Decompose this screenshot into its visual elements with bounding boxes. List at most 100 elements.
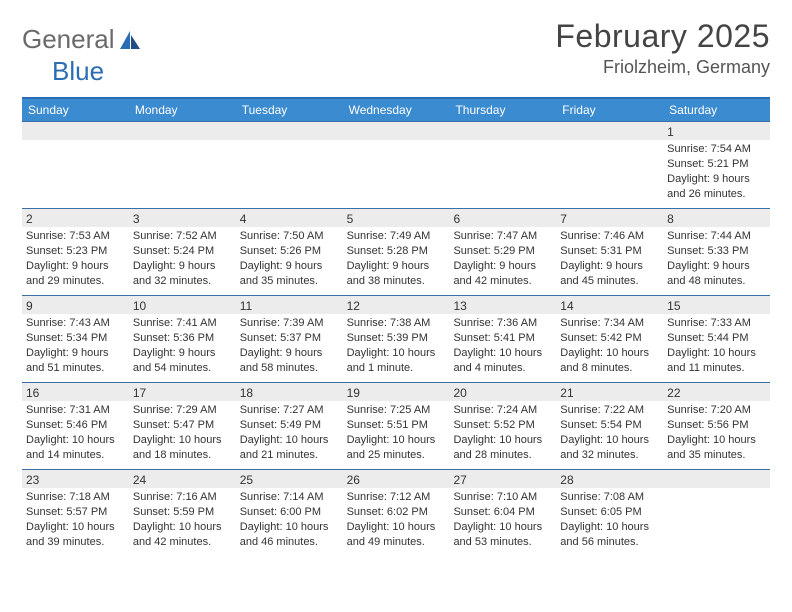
sunset: Sunset: 5:54 PM [560, 418, 659, 433]
sunset: Sunset: 5:23 PM [26, 244, 125, 259]
day-info: Sunrise: 7:31 AMSunset: 5:46 PMDaylight:… [26, 403, 125, 462]
sunset: Sunset: 5:26 PM [240, 244, 339, 259]
day-cell: 20Sunrise: 7:24 AMSunset: 5:52 PMDayligh… [449, 383, 556, 469]
day-number: 19 [343, 383, 450, 401]
weekday-thursday: Thursday [449, 99, 556, 121]
daylight: Daylight: 10 hours and 1 minute. [347, 346, 446, 376]
sunrise: Sunrise: 7:46 AM [560, 229, 659, 244]
day-info: Sunrise: 7:49 AMSunset: 5:28 PMDaylight:… [347, 229, 446, 288]
day-cell: 16Sunrise: 7:31 AMSunset: 5:46 PMDayligh… [22, 383, 129, 469]
sunset: Sunset: 5:39 PM [347, 331, 446, 346]
day-number: 5 [343, 209, 450, 227]
day-info: Sunrise: 7:33 AMSunset: 5:44 PMDaylight:… [667, 316, 766, 375]
calendar: SundayMondayTuesdayWednesdayThursdayFrid… [22, 97, 770, 556]
day-number: 15 [663, 296, 770, 314]
day-number: 25 [236, 470, 343, 488]
sunrise: Sunrise: 7:47 AM [453, 229, 552, 244]
day-cell: 13Sunrise: 7:36 AMSunset: 5:41 PMDayligh… [449, 296, 556, 382]
day-cell: 3Sunrise: 7:52 AMSunset: 5:24 PMDaylight… [129, 209, 236, 295]
day-number: 24 [129, 470, 236, 488]
weekday-sunday: Sunday [22, 99, 129, 121]
weekday-friday: Friday [556, 99, 663, 121]
day-number: 7 [556, 209, 663, 227]
day-cell: 12 Sunrise: 7:38 AMSunset: 5:39 PMDayligh… [343, 296, 450, 382]
day-info: Sunrise: 7:18 AMSunset: 5:57 PMDaylight:… [26, 490, 125, 549]
week-row: 2Sunrise: 7:53 AMSunset: 5:23 PMDaylight… [22, 208, 770, 295]
sunset: Sunset: 5:49 PM [240, 418, 339, 433]
daylight: Daylight: 9 hours and 29 minutes. [26, 259, 125, 289]
day-cell: 28Sunrise: 7:08 AMSunset: 6:05 PMDayligh… [556, 470, 663, 556]
sunset: Sunset: 5:37 PM [240, 331, 339, 346]
sunrise: Sunrise: 7:34 AM [560, 316, 659, 331]
sunset: Sunset: 6:04 PM [453, 505, 552, 520]
day-info: Sunrise: 7:39 AMSunset: 5:37 PMDaylight:… [240, 316, 339, 375]
day-cell [556, 122, 663, 208]
day-number: 8 [663, 209, 770, 227]
daylight: Daylight: 10 hours and 56 minutes. [560, 520, 659, 550]
week-row: 23Sunrise: 7:18 AMSunset: 5:57 PMDayligh… [22, 469, 770, 556]
sunset: Sunset: 5:51 PM [347, 418, 446, 433]
sunrise: Sunrise: 7:33 AM [667, 316, 766, 331]
sunrise: Sunrise: 7:10 AM [453, 490, 552, 505]
sunrise: Sunrise: 7:22 AM [560, 403, 659, 418]
day-number [22, 122, 129, 140]
sunset: Sunset: 5:24 PM [133, 244, 232, 259]
daylight: Daylight: 10 hours and 14 minutes. [26, 433, 125, 463]
day-info: Sunrise: 7:43 AMSunset: 5:34 PMDaylight:… [26, 316, 125, 375]
sunrise: Sunrise: 7:24 AM [453, 403, 552, 418]
sunset: Sunset: 5:46 PM [26, 418, 125, 433]
day-number [236, 122, 343, 140]
weekday-wednesday: Wednesday [343, 99, 450, 121]
logo: General [22, 24, 142, 55]
daylight: Daylight: 9 hours and 32 minutes. [133, 259, 232, 289]
sunset: Sunset: 5:41 PM [453, 331, 552, 346]
day-cell: 27Sunrise: 7:10 AMSunset: 6:04 PMDayligh… [449, 470, 556, 556]
sunrise: Sunrise: 7:41 AM [133, 316, 232, 331]
day-number: 11 [236, 296, 343, 314]
daylight: Daylight: 10 hours and 18 minutes. [133, 433, 232, 463]
day-number: 9 [22, 296, 129, 314]
sunrise: Sunrise: 7:38 AM [347, 316, 446, 331]
day-cell [449, 122, 556, 208]
weekday-row: SundayMondayTuesdayWednesdayThursdayFrid… [22, 99, 770, 121]
sunset: Sunset: 5:57 PM [26, 505, 125, 520]
day-cell: 21Sunrise: 7:22 AMSunset: 5:54 PMDayligh… [556, 383, 663, 469]
day-info: Sunrise: 7:38 AMSunset: 5:39 PMDaylight:… [347, 316, 446, 375]
day-number: 2 [22, 209, 129, 227]
sunset: Sunset: 5:36 PM [133, 331, 232, 346]
weekday-saturday: Saturday [663, 99, 770, 121]
daylight: Daylight: 9 hours and 45 minutes. [560, 259, 659, 289]
logo-text-general: General [22, 24, 115, 55]
day-number: 12 [343, 296, 450, 314]
day-cell: 2Sunrise: 7:53 AMSunset: 5:23 PMDaylight… [22, 209, 129, 295]
sunrise: Sunrise: 7:54 AM [667, 142, 766, 157]
day-cell: 8Sunrise: 7:44 AMSunset: 5:33 PMDaylight… [663, 209, 770, 295]
sunrise: Sunrise: 7:27 AM [240, 403, 339, 418]
week-row: 9 Sunrise: 7:43 AMSunset: 5:34 PMDaylight… [22, 295, 770, 382]
day-number: 22 [663, 383, 770, 401]
sunrise: Sunrise: 7:44 AM [667, 229, 766, 244]
day-number: 1 [663, 122, 770, 140]
day-info: Sunrise: 7:47 AMSunset: 5:29 PMDaylight:… [453, 229, 552, 288]
day-cell: 26Sunrise: 7:12 AMSunset: 6:02 PMDayligh… [343, 470, 450, 556]
day-cell [129, 122, 236, 208]
day-info: Sunrise: 7:27 AMSunset: 5:49 PMDaylight:… [240, 403, 339, 462]
sunset: Sunset: 5:56 PM [667, 418, 766, 433]
day-cell: 14Sunrise: 7:34 AMSunset: 5:42 PMDayligh… [556, 296, 663, 382]
day-cell: 4Sunrise: 7:50 AMSunset: 5:26 PMDaylight… [236, 209, 343, 295]
daylight: Daylight: 10 hours and 53 minutes. [453, 520, 552, 550]
sunset: Sunset: 5:28 PM [347, 244, 446, 259]
day-info: Sunrise: 7:52 AMSunset: 5:24 PMDaylight:… [133, 229, 232, 288]
day-cell: 24Sunrise: 7:16 AMSunset: 5:59 PMDayligh… [129, 470, 236, 556]
sunrise: Sunrise: 7:14 AM [240, 490, 339, 505]
daylight: Daylight: 10 hours and 11 minutes. [667, 346, 766, 376]
daylight: Daylight: 9 hours and 38 minutes. [347, 259, 446, 289]
daylight: Daylight: 10 hours and 32 minutes. [560, 433, 659, 463]
logo-sail-icon [118, 29, 142, 51]
sunrise: Sunrise: 7:36 AM [453, 316, 552, 331]
day-cell: 5 Sunrise: 7:49 AMSunset: 5:28 PMDaylight… [343, 209, 450, 295]
day-cell: 15 Sunrise: 7:33 AMSunset: 5:44 PMDayligh… [663, 296, 770, 382]
daylight: Daylight: 10 hours and 21 minutes. [240, 433, 339, 463]
daylight: Daylight: 10 hours and 35 minutes. [667, 433, 766, 463]
week-row: 1Sunrise: 7:54 AMSunset: 5:21 PMDaylight… [22, 121, 770, 208]
